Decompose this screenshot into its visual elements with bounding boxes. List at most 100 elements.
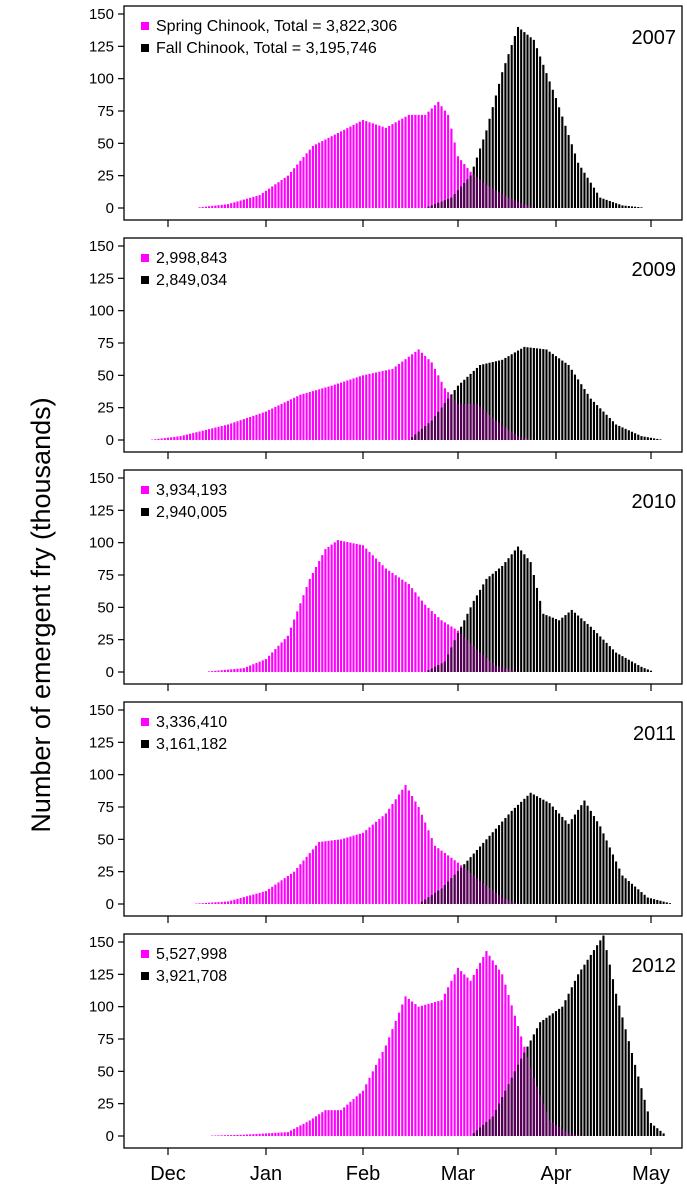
bar-gap [620, 7, 622, 208]
bar-overlap [491, 417, 494, 440]
bar-fall [605, 840, 608, 904]
bar-gap [226, 471, 227, 672]
bar-gap [383, 7, 385, 208]
bar-gap [601, 703, 603, 904]
bar-gap [393, 7, 395, 208]
bar-gap [538, 471, 539, 672]
y-tick-label: 25 [97, 632, 114, 649]
bar-gap [285, 471, 287, 672]
bar-spring [236, 1134, 239, 1136]
bar-spring [420, 114, 424, 208]
bar-spring [286, 635, 290, 672]
bar-gap [292, 7, 293, 208]
bar-gap [210, 239, 211, 440]
bar-spring [407, 356, 410, 440]
bar-gap [329, 239, 331, 440]
bar-fall [485, 578, 488, 672]
bar-gap [655, 471, 656, 672]
bar-gap [396, 239, 398, 440]
bar-gap [423, 471, 424, 672]
bar-gap [626, 471, 628, 672]
bar-gap [406, 239, 408, 440]
bar-overlap [437, 411, 440, 440]
bar-fall [656, 438, 659, 440]
bar-fall [618, 204, 621, 208]
bar-spring [466, 977, 469, 1136]
bar-fall [577, 615, 580, 672]
bar-gap [282, 935, 284, 1136]
bar-spring [255, 414, 258, 440]
legend-swatch-fall [141, 740, 149, 748]
bar-gap [244, 703, 246, 904]
bar-gap [449, 471, 450, 672]
bar-gap [493, 239, 495, 440]
bar-spring [417, 114, 420, 208]
bar-spring [414, 592, 417, 672]
bar-gap [360, 935, 362, 1136]
bar-fall [580, 969, 583, 1136]
bar-gap [310, 239, 312, 440]
bar-gap [468, 703, 470, 904]
bar-spring [204, 902, 208, 904]
bar-gap [432, 239, 434, 440]
bar-gap [436, 239, 437, 440]
bar-gap [162, 239, 164, 440]
bar-gap [620, 703, 622, 904]
bar-spring [268, 188, 271, 208]
bar-gap [490, 7, 492, 208]
bar-spring [249, 416, 252, 440]
bar-gap [503, 935, 504, 1136]
bar-gap [563, 703, 565, 904]
plot-frame [123, 237, 683, 453]
bar-spring [381, 1051, 384, 1136]
bar-gap [345, 239, 346, 440]
bar-spring [349, 1101, 352, 1136]
bar-gap [373, 471, 375, 672]
bar-fall [491, 362, 494, 440]
bar-fall [624, 878, 627, 904]
bar-fall [659, 439, 662, 440]
bar-spring [321, 841, 324, 904]
bar-gap [238, 239, 240, 440]
bar-gap [342, 471, 343, 672]
bar-gap [367, 935, 368, 1136]
bar-spring [283, 639, 286, 672]
bar-fall [545, 615, 548, 672]
bar-overlap [526, 438, 529, 440]
bar-gap [317, 239, 318, 440]
bar-fall [583, 800, 586, 904]
bar-overlap [440, 201, 443, 208]
bar-gap [396, 703, 398, 904]
bar-overlap [475, 1130, 479, 1136]
bar-fall [501, 359, 504, 440]
bar-gap [576, 935, 577, 1136]
bar-overlap [491, 662, 494, 672]
bar-gap [307, 7, 309, 208]
bar-gap [244, 7, 246, 208]
bar-overlap [466, 640, 469, 672]
bar-spring [245, 896, 249, 904]
bar-gap [617, 471, 618, 672]
bar-fall [567, 823, 570, 904]
bar-spring [355, 543, 358, 672]
bar-gap [304, 703, 306, 904]
bar-fall [504, 357, 507, 440]
bar-fall [551, 617, 554, 672]
bar-gap [213, 239, 214, 440]
bar-overlap [488, 414, 491, 440]
bar-fall [580, 618, 583, 672]
bar-spring [443, 853, 446, 904]
bar-fall [529, 347, 532, 440]
bar-gap [639, 935, 641, 1136]
bar-spring [226, 204, 230, 208]
bar-overlap [504, 898, 507, 904]
bar-spring [339, 382, 343, 440]
bar-gap [671, 703, 672, 904]
bar-gap [620, 239, 622, 440]
bar-gap [229, 471, 230, 672]
bar-spring [157, 438, 160, 440]
bar-spring [277, 1132, 280, 1136]
bar-gap [645, 471, 647, 672]
bar-gap [509, 239, 511, 440]
bar-gap [267, 703, 268, 904]
